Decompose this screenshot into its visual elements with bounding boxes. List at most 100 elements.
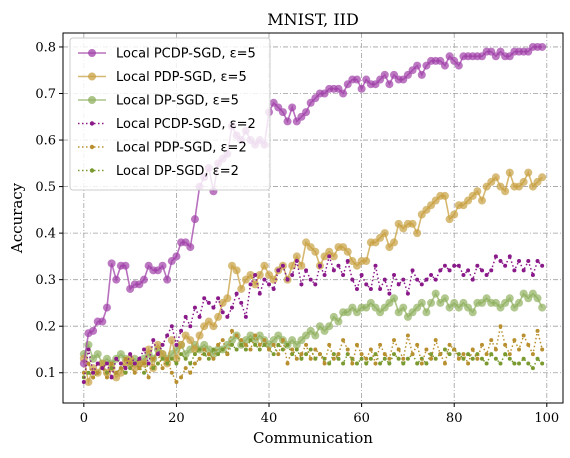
data-point [341,338,346,343]
data-point [188,361,193,366]
data-point [262,277,267,282]
data-point [158,350,167,359]
data-point [160,366,165,371]
data-point [290,347,295,352]
data-point [405,333,410,338]
data-point [517,347,522,352]
data-point [248,347,253,352]
data-point [380,70,389,79]
data-point [493,356,498,361]
data-point [515,298,524,307]
data-point [438,352,443,357]
data-point [294,356,299,361]
data-point [410,352,415,357]
data-point [151,356,156,361]
y-tick-label: 0.4 [35,227,56,242]
data-point [350,277,355,282]
data-point [396,356,401,361]
data-point [234,291,239,296]
data-point [123,366,128,371]
data-point [308,356,313,361]
data-point [498,361,503,366]
data-point [450,210,459,219]
data-point [89,326,98,335]
data-point [183,366,188,371]
data-point [229,342,234,347]
data-point [172,354,181,363]
data-point [498,324,503,329]
data-point [354,342,359,347]
data-point [192,361,197,366]
data-point [174,380,179,385]
data-point [179,375,184,380]
data-point [484,361,489,366]
x-axis-label: Communication [253,429,373,447]
data-point [146,361,151,366]
data-point [169,324,174,329]
data-point [498,259,503,264]
data-point [493,347,498,352]
legend-label: Local DP-SGD, ε=2 [116,164,239,179]
data-point [378,342,383,347]
data-point [276,352,281,357]
data-point [114,370,119,375]
data-point [232,266,241,275]
data-point [512,338,517,343]
series-line [83,326,543,384]
data-point [186,243,195,252]
x-tick-label: 40 [261,411,278,426]
data-point [396,347,401,352]
data-point [262,338,267,343]
data-point [470,347,475,352]
data-point [417,298,426,307]
data-point [468,308,477,317]
data-point [475,263,480,268]
data-point [433,338,438,343]
data-point [336,352,341,357]
data-point [202,347,207,352]
data-point [280,338,285,343]
data-point [526,342,531,347]
data-point [424,361,429,366]
data-point [165,333,170,338]
data-point [229,305,234,310]
data-point [302,108,311,117]
data-point [517,259,522,264]
data-point [429,356,434,361]
data-point [285,361,290,366]
data-point [246,271,255,280]
data-point [243,342,248,347]
x-tick-label: 80 [446,411,463,426]
data-point [109,361,114,366]
data-point [220,310,225,315]
data-point [329,252,338,261]
data-point [299,356,304,361]
data-point [413,61,422,70]
data-point [234,347,239,352]
y-tick-label: 0.1 [35,366,56,381]
data-point [239,338,244,343]
data-point [285,342,290,347]
data-point [405,356,410,361]
data-point [479,268,484,273]
data-point [354,286,359,291]
data-point [419,361,424,366]
y-tick-label: 0.7 [35,87,56,102]
data-point [297,261,306,270]
data-point [142,370,147,375]
series-line [83,253,543,383]
data-point [177,340,186,349]
data-point [98,317,107,326]
data-point [114,356,119,361]
data-point [206,352,211,357]
data-point [165,361,170,366]
data-point [526,259,531,264]
data-point [271,342,276,347]
data-point [533,294,542,303]
data-point [387,361,392,366]
data-point [271,286,276,291]
data-point [188,324,193,329]
data-point [401,356,406,361]
data-point [285,277,290,282]
